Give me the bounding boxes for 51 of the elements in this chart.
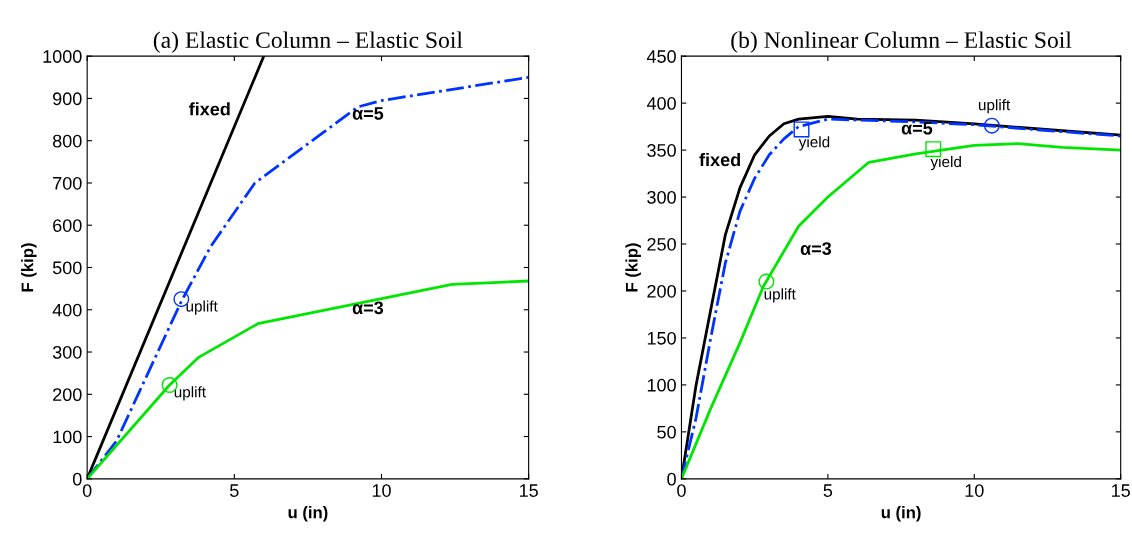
series-label: α=3	[352, 301, 384, 315]
y-tick-label: 1000	[43, 50, 82, 63]
y-tick-label: 350	[647, 144, 676, 157]
y-axis-title: F (kip)	[21, 243, 37, 292]
x-axis-title: u (in)	[881, 506, 921, 522]
y-tick-label: 50	[657, 425, 676, 439]
series-label: α=5	[352, 107, 384, 120]
point	[758, 273, 775, 290]
chart-title: (a) Elastic Column – Elastic Soil	[153, 31, 463, 53]
y-tick-label: 250	[647, 237, 676, 251]
x-tick-label: 15	[519, 484, 538, 497]
x-tick-label: 5	[230, 484, 239, 497]
y-tick-label: 150	[647, 331, 676, 345]
x-tick-label: 0	[82, 484, 92, 497]
annotation: uplift	[978, 99, 1011, 114]
x-tick-label: 10	[965, 484, 984, 497]
chart-title: (b) Nonlinear Column – Elastic Soil	[731, 31, 1072, 53]
y-tick-label: 100	[647, 378, 676, 392]
y-tick-label: 700	[53, 176, 82, 190]
x-tick-label: 0	[677, 484, 686, 497]
annotation: yield	[798, 136, 830, 151]
point	[793, 121, 810, 138]
x-axis-title: u (in)	[288, 506, 328, 522]
annotation: yield	[930, 155, 961, 171]
series-label: α=5	[901, 121, 933, 135]
x-tick-label: 15	[1112, 484, 1130, 497]
y-axis-title: F (kip)	[625, 243, 641, 292]
x-tick-label: 5	[823, 484, 833, 497]
series-label: fixed	[189, 102, 230, 116]
y-tick-label: 400	[52, 303, 82, 317]
y-tick-label: 900	[53, 92, 82, 106]
y-tick-label: 0	[72, 472, 82, 486]
annotation: uplift	[174, 386, 206, 401]
y-tick-label: 600	[53, 219, 82, 232]
y-tick-label: 200	[647, 284, 676, 298]
point	[983, 117, 1000, 134]
y-tick-label: 300	[647, 190, 676, 204]
series-label: α=3	[800, 242, 832, 256]
point	[925, 141, 942, 158]
x-tick-label: 10	[372, 484, 391, 497]
annotation: uplift	[186, 300, 218, 315]
y-tick-label: 400	[646, 97, 676, 110]
y-tick-label: 300	[52, 345, 82, 359]
y-tick-label: 450	[646, 50, 676, 63]
y-tick-label: 100	[53, 430, 82, 444]
y-tick-label: 0	[667, 472, 676, 486]
y-tick-label: 200	[53, 388, 82, 402]
y-tick-label: 500	[52, 261, 82, 275]
annotation: uplift	[764, 288, 796, 303]
series-label: fixed	[699, 152, 740, 167]
y-tick-label: 800	[52, 134, 82, 148]
